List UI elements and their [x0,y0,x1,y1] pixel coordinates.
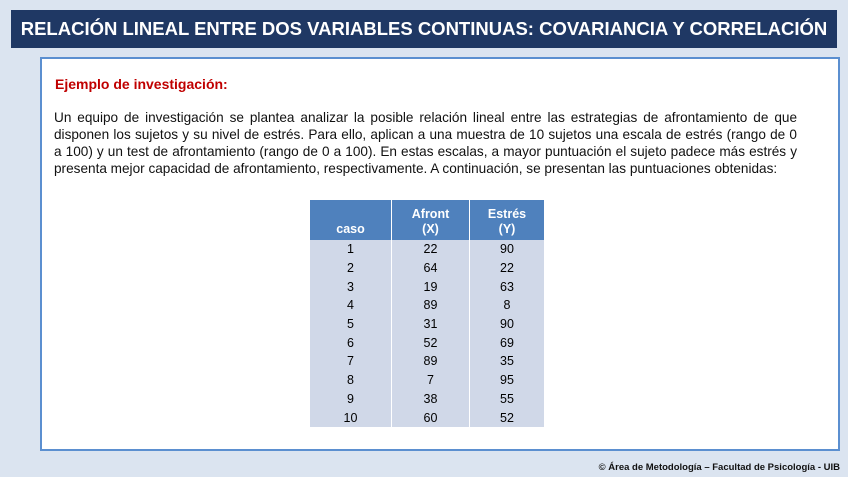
table-cell: 55 [469,389,544,409]
table-cell: 90 [469,314,544,334]
column-header: Estrés (Y) [469,200,544,240]
table-cell: 52 [469,408,544,427]
column-header: caso [310,200,392,240]
table-cell: 38 [391,389,470,409]
header-line: Afront [411,207,450,221]
table-row: 2 64 22 [310,258,544,278]
table-cell: 8 [310,370,392,390]
table-cell: 9 [310,389,392,409]
table-row: 7 89 35 [310,352,544,371]
table-row: 9 38 55 [310,389,544,409]
table-cell: 63 [469,277,544,297]
data-table: caso Afront (X) Estrés (Y) 1 22 90 2 64 22 3 19 63 4 89… [310,200,544,427]
table-row: 1 22 90 [310,240,544,259]
table-cell: 52 [391,333,470,353]
slide-title: RELACIÓN LINEAL ENTRE DOS VARIABLES CONT… [11,10,837,48]
table-cell: 10 [310,408,392,427]
header-line: (X) [422,222,439,236]
table-row: 5 31 90 [310,314,544,334]
header-line: caso [336,222,365,236]
table-cell: 7 [391,370,470,390]
section-heading: Ejemplo de investigación: [55,76,228,92]
table-cell: 3 [310,277,392,297]
header-line: Estrés [487,207,527,221]
table-cell: 60 [391,408,470,427]
table-cell: 8 [469,296,544,315]
table-cell: 69 [469,333,544,353]
table-cell: 7 [310,352,392,371]
table-cell: 6 [310,333,392,353]
table-cell: 89 [391,352,470,371]
table-cell: 95 [469,370,544,390]
table-cell: 89 [391,296,470,315]
content-box: Ejemplo de investigación: Un equipo de i… [40,57,840,451]
table-row: 8 7 95 [310,370,544,390]
table-cell: 4 [310,296,392,315]
table-cell: 1 [310,240,392,259]
table-row: 4 89 8 [310,296,544,315]
header-line: (Y) [498,222,516,236]
table-row: 6 52 69 [310,333,544,353]
table-cell: 2 [310,258,392,278]
paragraph: Un equipo de investigación se plantea an… [54,110,797,176]
table-cell: 64 [391,258,470,278]
table-cell: 90 [469,240,544,259]
table-cell: 22 [469,258,544,278]
table-cell: 35 [469,352,544,371]
table-row: 3 19 63 [310,277,544,297]
table-cell: 31 [391,314,470,334]
table-cell: 19 [391,277,470,297]
table-cell: 22 [391,240,470,259]
table-row: 10 60 52 [310,408,544,427]
table-cell: 5 [310,314,392,334]
column-header: Afront (X) [391,200,470,240]
footer: © Área de Metodología – Facultad de Psic… [598,462,840,473]
